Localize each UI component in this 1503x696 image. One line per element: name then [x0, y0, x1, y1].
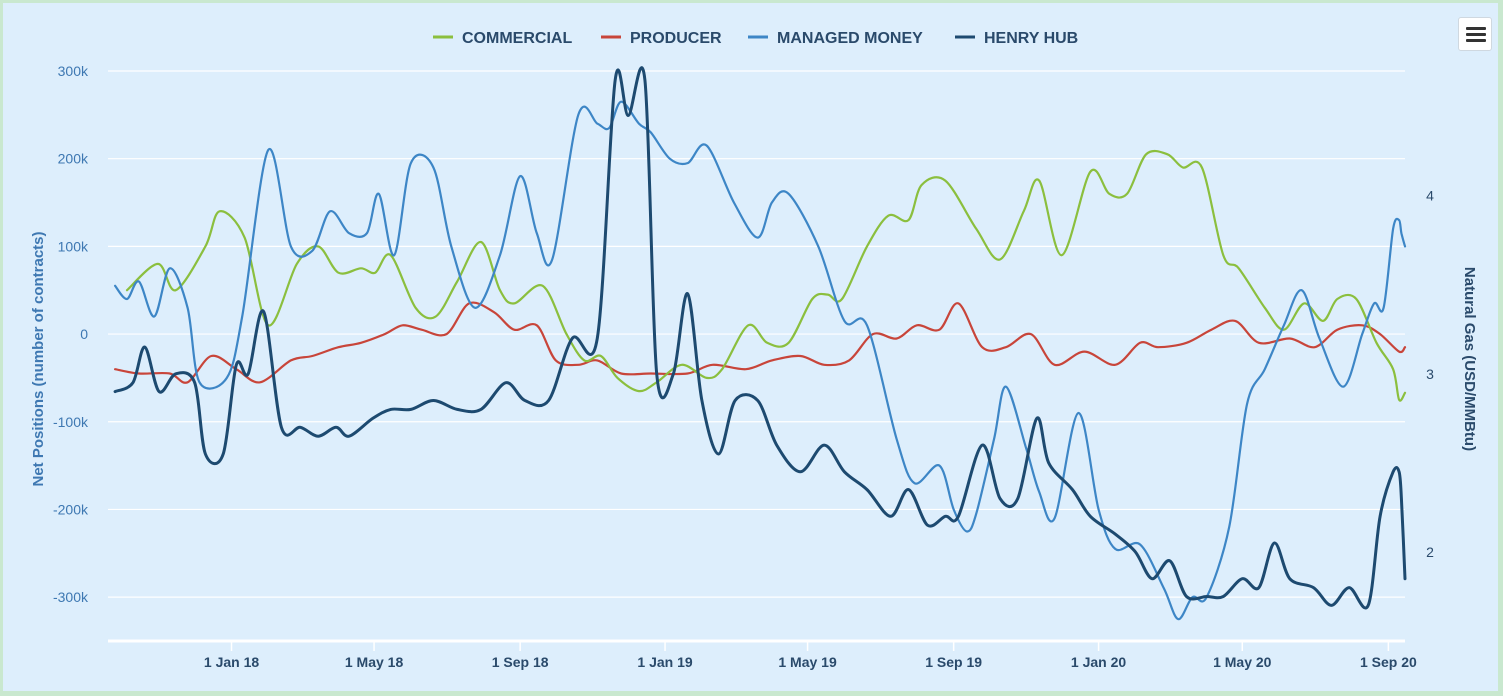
- x-tick-label: 1 May 18: [345, 654, 404, 670]
- legend-label: COMMERCIAL: [462, 30, 572, 47]
- x-tick-label: 1 Jan 19: [637, 654, 692, 670]
- legend-item-henry-hub[interactable]: HENRY HUB: [955, 30, 1078, 47]
- legend-item-managed-money[interactable]: MANAGED MONEY: [748, 30, 923, 47]
- chart-svg: 300k 200k 100k 0 -100k -200k -300k 4 3 2 1 Jan 18 1…: [30, 30, 1478, 670]
- chart-container: 300k 200k 100k 0 -100k -200k -300k 4 3 2 1 Jan 18 1…: [3, 3, 1498, 691]
- y-left-tick-label: 200k: [58, 151, 89, 167]
- menu-bar-line: [1466, 39, 1486, 42]
- series-line-henry-hub: [113, 66, 1407, 610]
- x-tick-label: 1 Sep 20: [1360, 654, 1417, 670]
- y-right-tick-label: 2: [1426, 544, 1434, 560]
- y-left-tick-label: 300k: [58, 63, 89, 79]
- series-line-commercial: [125, 149, 1407, 402]
- legend-item-commercial[interactable]: COMMERCIAL: [433, 30, 572, 47]
- y-left-tick-label: -100k: [53, 414, 89, 430]
- legend-label: MANAGED MONEY: [777, 30, 923, 47]
- hamburger-menu-icon[interactable]: [1458, 17, 1492, 51]
- legend[interactable]: COMMERCIAL PRODUCER MANAGED MONEY HENRY HUB: [433, 30, 1078, 47]
- series-line-producer: [114, 301, 1407, 384]
- x-tick-label: 1 Jan 20: [1071, 654, 1126, 670]
- y-right-axis-title: Natural Gas (USD/MMBtu): [1461, 267, 1478, 451]
- y-left-tick-label: 100k: [58, 238, 89, 254]
- y-left-axis-title: Net Positions (number of contracts): [30, 231, 47, 486]
- axes: 300k 200k 100k 0 -100k -200k -300k 4 3 2 1 Jan 18 1…: [53, 63, 1434, 670]
- y-left-tick-label: -300k: [53, 589, 89, 605]
- x-tick-label: 1 May 19: [778, 654, 837, 670]
- x-tick-label: 1 Sep 19: [925, 654, 982, 670]
- x-tick-label: 1 Sep 18: [492, 654, 549, 670]
- series-lines: [113, 66, 1407, 621]
- series-line-managed-money: [114, 100, 1407, 621]
- x-tick-label: 1 May 20: [1213, 654, 1272, 670]
- menu-bar-line: [1466, 33, 1486, 36]
- x-tick-label: 1 Jan 18: [204, 654, 259, 670]
- y-right-tick-label: 3: [1426, 366, 1434, 382]
- menu-bar-line: [1466, 27, 1486, 30]
- y-right-tick-label: 4: [1426, 188, 1434, 204]
- y-left-tick-label: -200k: [53, 501, 89, 517]
- legend-label: HENRY HUB: [984, 30, 1078, 47]
- y-left-tick-label: 0: [80, 326, 88, 342]
- legend-label: PRODUCER: [630, 30, 722, 47]
- gridlines: [108, 70, 1405, 598]
- legend-item-producer[interactable]: PRODUCER: [601, 30, 722, 47]
